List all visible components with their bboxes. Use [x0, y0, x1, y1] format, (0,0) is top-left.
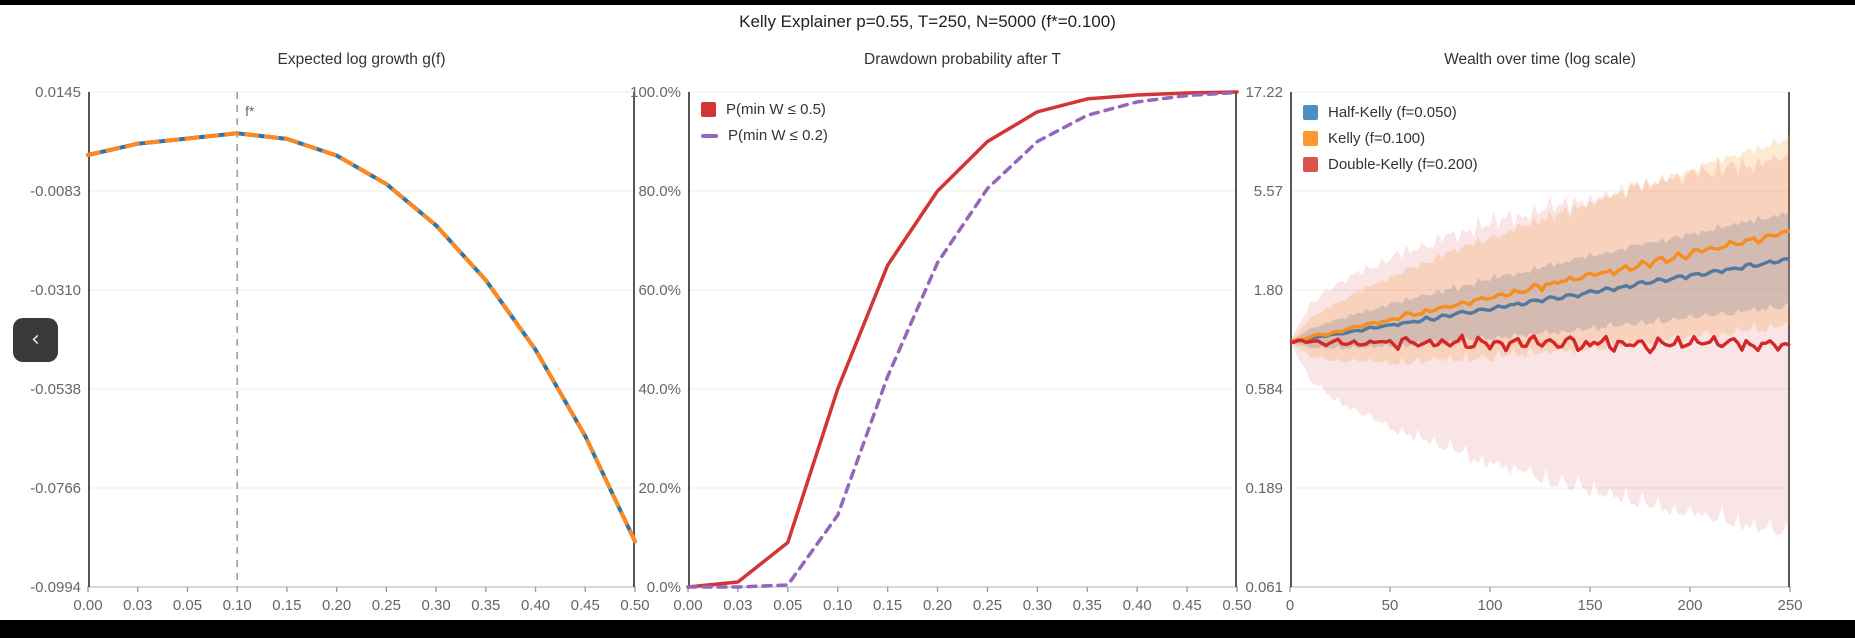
top-bezel	[0, 0, 1855, 5]
svg-text:100.0%: 100.0%	[630, 84, 681, 101]
legend-item-half-kelly[interactable]: Half-Kelly (f=0.050)	[1303, 104, 1478, 121]
legend-item-pminw-0-5[interactable]: P(min W ≤ 0.5)	[701, 101, 828, 118]
panel-title-wealth-over-time: Wealth over time (log scale)	[1444, 51, 1636, 68]
series-line-expected-log-growth-0	[86, 131, 637, 544]
svg-text:0.15: 0.15	[873, 597, 902, 614]
legend-label: P(min W ≤ 0.2)	[728, 127, 828, 144]
page-title: Kelly Explainer p=0.55, T=250, N=5000 (f…	[739, 12, 1116, 31]
svg-text:0.05: 0.05	[773, 597, 802, 614]
panel-expected-log-growth: 0.0145 -0.0083 -0.0310 -0.0538 -0.0766 -0.099…	[30, 84, 649, 614]
svg-text:0.10: 0.10	[223, 597, 252, 614]
svg-text:0.30: 0.30	[1023, 597, 1052, 614]
legend-item-double-kelly[interactable]: Double-Kelly (f=0.200)	[1303, 156, 1478, 173]
legend-label: P(min W ≤ 0.5)	[726, 101, 826, 118]
drawdown-legend: P(min W ≤ 0.5) P(min W ≤ 0.2)	[701, 101, 828, 144]
svg-text:0.20: 0.20	[322, 597, 351, 614]
series-line-expected-log-growth-1	[86, 131, 637, 544]
svg-text:-0.0994: -0.0994	[30, 579, 81, 596]
svg-text:-0.0083: -0.0083	[30, 183, 81, 200]
charts-canvas: 0.0145 -0.0083 -0.0310 -0.0538 -0.0766 -0.099…	[30, 84, 1802, 614]
legend-label: Double-Kelly (f=0.200)	[1328, 156, 1478, 173]
svg-text:-0.0766: -0.0766	[30, 480, 81, 497]
svg-text:0.0145: 0.0145	[35, 84, 81, 101]
svg-text:0.50: 0.50	[620, 597, 649, 614]
legend-swatch-red-square	[701, 102, 716, 117]
svg-text:0: 0	[1286, 597, 1294, 614]
svg-text:0.061: 0.061	[1245, 579, 1283, 596]
sidebar-collapse-button[interactable]: ‹	[13, 318, 58, 362]
svg-text:0.20: 0.20	[923, 597, 952, 614]
svg-text:0.35: 0.35	[1073, 597, 1102, 614]
legend-label: Kelly (f=0.100)	[1328, 130, 1426, 147]
svg-text:0.25: 0.25	[372, 597, 401, 614]
svg-text:0.45: 0.45	[571, 597, 600, 614]
svg-text:0.00: 0.00	[73, 597, 102, 614]
svg-text:0.584: 0.584	[1245, 381, 1283, 398]
median-line-2	[1289, 333, 1791, 355]
panel-title-drawdown-probability: Drawdown probability after T	[864, 51, 1061, 68]
series-line-drawdown-probability-1	[686, 90, 1239, 589]
svg-text:60.0%: 60.0%	[638, 282, 681, 299]
median-line-0	[1289, 256, 1791, 344]
legend-swatch-blue-square	[1303, 105, 1318, 120]
panel-drawdown-probability: 100.0% 80.0% 60.0% 40.0% 20.0% 0.0%0.00 0.03 0.…	[630, 84, 1251, 614]
svg-text:200: 200	[1677, 597, 1702, 614]
kelly-fraction-marker-label: f*	[245, 103, 255, 119]
svg-text:0.03: 0.03	[123, 597, 152, 614]
series-line-drawdown-probability-0	[686, 90, 1239, 589]
svg-text:0.30: 0.30	[421, 597, 450, 614]
svg-text:0.00: 0.00	[673, 597, 702, 614]
bottom-bezel	[0, 620, 1855, 638]
chevron-left-icon: ‹	[31, 327, 40, 352]
legend-label: Half-Kelly (f=0.050)	[1328, 104, 1457, 121]
svg-text:0.03: 0.03	[723, 597, 752, 614]
svg-text:0.40: 0.40	[1123, 597, 1152, 614]
svg-text:0.10: 0.10	[823, 597, 852, 614]
wealth-legend: Half-Kelly (f=0.050) Kelly (f=0.100) Dou…	[1303, 104, 1478, 173]
svg-text:0.189: 0.189	[1245, 480, 1283, 497]
legend-swatch-red-square	[1303, 157, 1318, 172]
svg-text:0.50: 0.50	[1222, 597, 1251, 614]
svg-text:100: 100	[1477, 597, 1502, 614]
svg-text:-0.0310: -0.0310	[30, 282, 81, 299]
svg-text:0.25: 0.25	[973, 597, 1002, 614]
svg-text:0.0%: 0.0%	[647, 579, 681, 596]
svg-text:250: 250	[1777, 597, 1802, 614]
legend-item-kelly[interactable]: Kelly (f=0.100)	[1303, 130, 1478, 147]
svg-text:0.45: 0.45	[1172, 597, 1201, 614]
svg-text:0.40: 0.40	[521, 597, 550, 614]
svg-text:0.05: 0.05	[173, 597, 202, 614]
svg-text:150: 150	[1577, 597, 1602, 614]
legend-swatch-purple-line	[701, 133, 718, 138]
svg-text:0.35: 0.35	[471, 597, 500, 614]
svg-text:40.0%: 40.0%	[638, 381, 681, 398]
legend-swatch-orange-square	[1303, 131, 1318, 146]
legend-item-pminw-0-2[interactable]: P(min W ≤ 0.2)	[701, 127, 828, 144]
svg-text:5.57: 5.57	[1254, 183, 1283, 200]
svg-text:1.80: 1.80	[1254, 282, 1283, 299]
band-1	[1290, 133, 1790, 366]
svg-text:17.22: 17.22	[1245, 84, 1283, 101]
svg-text:20.0%: 20.0%	[638, 480, 681, 497]
svg-text:50: 50	[1382, 597, 1399, 614]
svg-text:80.0%: 80.0%	[638, 183, 681, 200]
svg-text:-0.0538: -0.0538	[30, 381, 81, 398]
svg-text:0.15: 0.15	[272, 597, 301, 614]
panel-title-expected-log-growth: Expected log growth g(f)	[277, 51, 446, 68]
median-line-1	[1289, 229, 1790, 344]
chart-dashboard: 0.0145 -0.0083 -0.0310 -0.0538 -0.0766 -0.099…	[0, 5, 1855, 620]
